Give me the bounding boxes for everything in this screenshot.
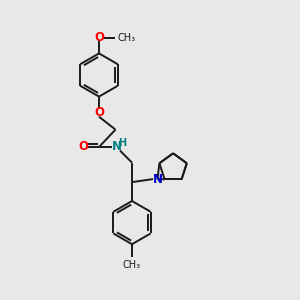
Text: N: N bbox=[152, 172, 163, 186]
Text: CH₃: CH₃ bbox=[123, 260, 141, 270]
Text: CH₃: CH₃ bbox=[118, 33, 136, 43]
Text: N: N bbox=[111, 140, 122, 154]
Text: H: H bbox=[118, 138, 126, 148]
Text: O: O bbox=[78, 140, 88, 154]
Text: O: O bbox=[94, 106, 104, 119]
Text: O: O bbox=[94, 31, 104, 44]
